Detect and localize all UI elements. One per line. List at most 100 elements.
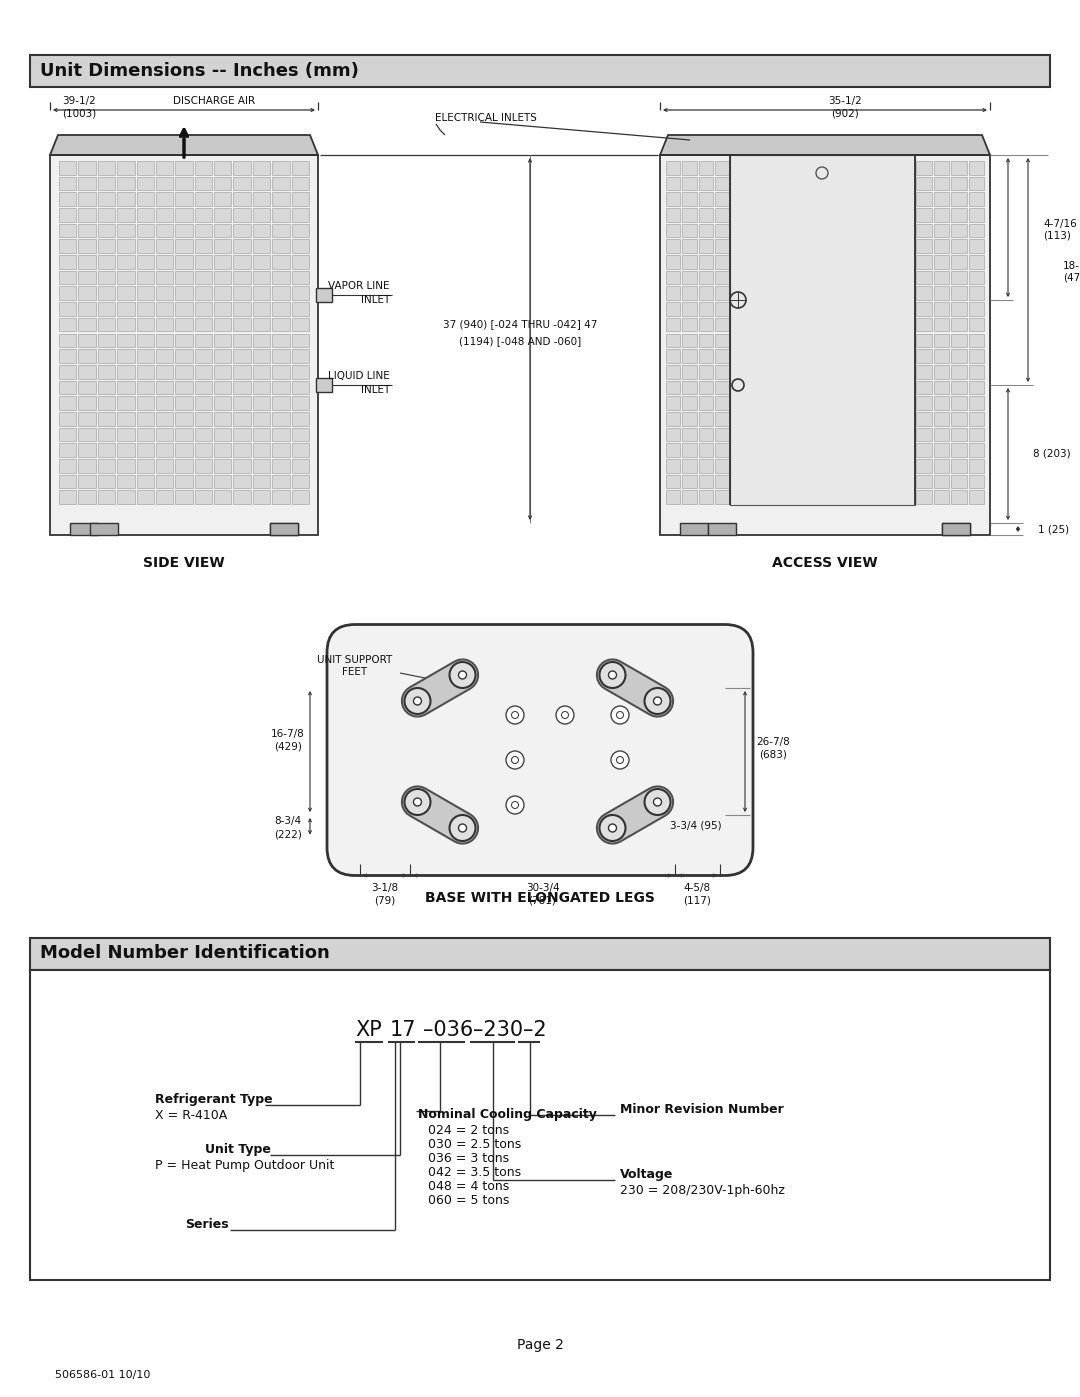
Bar xyxy=(233,443,251,457)
Bar xyxy=(98,224,116,237)
Circle shape xyxy=(608,824,617,833)
Bar xyxy=(969,412,984,426)
Bar xyxy=(156,256,173,268)
Bar xyxy=(916,334,931,348)
Bar xyxy=(715,319,729,331)
Bar xyxy=(933,443,949,457)
Bar xyxy=(175,380,192,394)
Bar xyxy=(253,460,270,472)
Bar xyxy=(79,334,96,348)
Bar xyxy=(666,271,680,285)
Text: –036: –036 xyxy=(423,1020,473,1039)
Bar xyxy=(272,334,289,348)
Bar xyxy=(79,256,96,268)
Bar xyxy=(117,397,135,409)
Text: 17: 17 xyxy=(390,1020,417,1039)
Bar xyxy=(699,161,713,175)
Bar xyxy=(175,334,192,348)
Bar xyxy=(951,334,967,348)
Bar xyxy=(969,380,984,394)
Bar xyxy=(253,427,270,441)
Bar xyxy=(272,193,289,205)
Bar xyxy=(156,460,173,472)
Bar xyxy=(272,427,289,441)
Bar xyxy=(272,271,289,285)
Bar xyxy=(951,161,967,175)
Bar xyxy=(916,271,931,285)
Bar xyxy=(156,302,173,316)
Bar xyxy=(916,208,931,222)
FancyBboxPatch shape xyxy=(327,624,753,876)
Bar xyxy=(666,380,680,394)
Bar xyxy=(292,412,309,426)
Bar xyxy=(715,334,729,348)
Text: (117): (117) xyxy=(684,895,712,905)
Bar xyxy=(715,302,729,316)
Text: UNIT SUPPORT
FEET: UNIT SUPPORT FEET xyxy=(318,655,393,676)
Bar xyxy=(175,193,192,205)
Bar xyxy=(30,937,1050,970)
Bar xyxy=(233,397,251,409)
Bar xyxy=(30,970,1050,1280)
Text: 3-3/4 (95): 3-3/4 (95) xyxy=(670,820,721,830)
Bar xyxy=(117,490,135,504)
Bar xyxy=(136,224,154,237)
Bar xyxy=(699,380,713,394)
Bar xyxy=(70,522,98,535)
Bar xyxy=(272,176,289,190)
Bar xyxy=(98,239,116,253)
Bar xyxy=(951,460,967,472)
Bar xyxy=(194,319,212,331)
Bar xyxy=(214,365,231,379)
Bar xyxy=(253,224,270,237)
Bar xyxy=(292,176,309,190)
Bar xyxy=(194,380,212,394)
Bar xyxy=(194,490,212,504)
Bar xyxy=(715,239,729,253)
Bar xyxy=(98,256,116,268)
Bar xyxy=(951,224,967,237)
Bar xyxy=(683,271,697,285)
Bar xyxy=(683,239,697,253)
Bar xyxy=(156,443,173,457)
Text: Unit Type: Unit Type xyxy=(205,1143,271,1155)
Bar xyxy=(272,302,289,316)
Bar xyxy=(175,490,192,504)
Bar xyxy=(156,224,173,237)
Bar xyxy=(916,286,931,300)
Bar xyxy=(233,427,251,441)
Bar xyxy=(683,397,697,409)
Bar xyxy=(715,161,729,175)
Bar xyxy=(156,380,173,394)
Bar xyxy=(156,208,173,222)
Bar xyxy=(316,288,332,302)
Bar xyxy=(233,412,251,426)
Bar xyxy=(98,490,116,504)
Text: (222): (222) xyxy=(274,830,302,840)
Bar xyxy=(253,412,270,426)
Bar xyxy=(933,475,949,489)
Bar xyxy=(175,239,192,253)
Bar xyxy=(98,286,116,300)
Bar xyxy=(715,380,729,394)
Bar xyxy=(272,380,289,394)
Bar xyxy=(253,443,270,457)
Text: 048 = 4 tons: 048 = 4 tons xyxy=(428,1180,510,1193)
Bar xyxy=(916,443,931,457)
Text: XP: XP xyxy=(355,1020,381,1039)
Text: SIDE VIEW: SIDE VIEW xyxy=(144,556,225,570)
Bar xyxy=(680,522,708,535)
Bar xyxy=(666,365,680,379)
Bar xyxy=(683,224,697,237)
Bar xyxy=(951,239,967,253)
Bar xyxy=(253,239,270,253)
Bar xyxy=(117,161,135,175)
Bar xyxy=(156,334,173,348)
Bar xyxy=(916,397,931,409)
Bar xyxy=(214,380,231,394)
Bar xyxy=(951,412,967,426)
Bar xyxy=(272,490,289,504)
Bar xyxy=(916,256,931,268)
Bar xyxy=(156,176,173,190)
Bar xyxy=(933,256,949,268)
